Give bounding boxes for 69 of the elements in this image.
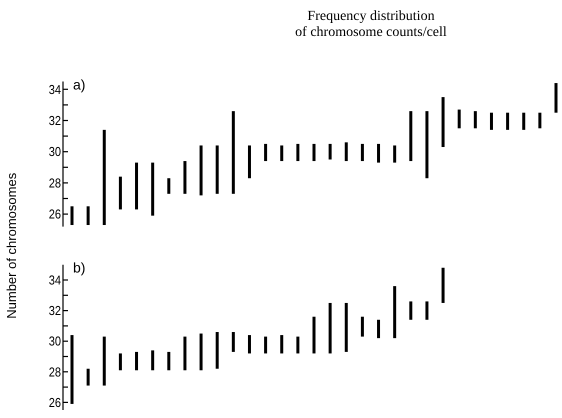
bar [360, 316, 364, 337]
annotation: b) [73, 260, 86, 276]
y-tick-label: 30 [48, 144, 62, 160]
bar [264, 144, 268, 162]
bar [360, 144, 364, 162]
y-tick-label: 32 [48, 303, 62, 318]
bar [312, 144, 316, 162]
bar [232, 332, 235, 352]
bar [425, 301, 428, 320]
bar [151, 350, 154, 370]
y-tick-label: 34 [48, 82, 62, 98]
bar [183, 336, 186, 370]
bar [102, 130, 106, 226]
y-tick-label: 34 [48, 272, 62, 288]
y-tick-label: 26 [48, 395, 62, 410]
y-tick-label: 32 [48, 113, 62, 128]
y-tick-label: 26 [48, 206, 62, 222]
bar [248, 145, 251, 178]
bar [377, 320, 380, 338]
bar [442, 97, 445, 148]
bar [118, 176, 122, 210]
bar [538, 112, 542, 128]
bar [167, 352, 170, 370]
bar [135, 352, 138, 370]
y-axis-title: Number of chromosomes [4, 172, 19, 319]
bar [490, 112, 493, 130]
bar [344, 142, 348, 162]
bar [102, 336, 106, 386]
bar [312, 316, 316, 354]
bar [393, 286, 396, 338]
chart-title: Frequency distribution of chromosome counts/cell [295, 9, 447, 40]
bar [554, 83, 558, 113]
bar [425, 111, 428, 178]
bar [70, 335, 74, 404]
bar [167, 178, 170, 194]
bar [328, 144, 332, 160]
bar [70, 206, 74, 226]
bar [458, 110, 461, 128]
bar [151, 162, 154, 216]
y-tick-label: 30 [48, 334, 62, 349]
bar [409, 111, 412, 162]
bar [344, 302, 348, 352]
bar [506, 112, 510, 130]
bar [296, 144, 300, 162]
bar [442, 268, 445, 303]
bar [296, 336, 300, 354]
bar [86, 368, 90, 386]
bar [280, 335, 284, 354]
bar [118, 353, 122, 370]
bar [377, 144, 380, 163]
bar [264, 336, 268, 354]
y-tick-label: 28 [48, 364, 62, 380]
bar [232, 111, 235, 194]
bar [248, 335, 251, 354]
bar [183, 161, 186, 194]
bar [216, 332, 219, 369]
y-tick-label: 28 [48, 176, 62, 191]
bar [135, 162, 138, 210]
bar [200, 334, 203, 370]
bar [86, 206, 90, 226]
bar [280, 145, 284, 162]
annotation: a) [73, 76, 86, 92]
bar [393, 145, 396, 163]
bar [200, 145, 203, 196]
bar [522, 112, 526, 130]
bar [409, 301, 412, 320]
bar [328, 302, 332, 354]
bar [216, 145, 219, 194]
bar [474, 111, 477, 128]
